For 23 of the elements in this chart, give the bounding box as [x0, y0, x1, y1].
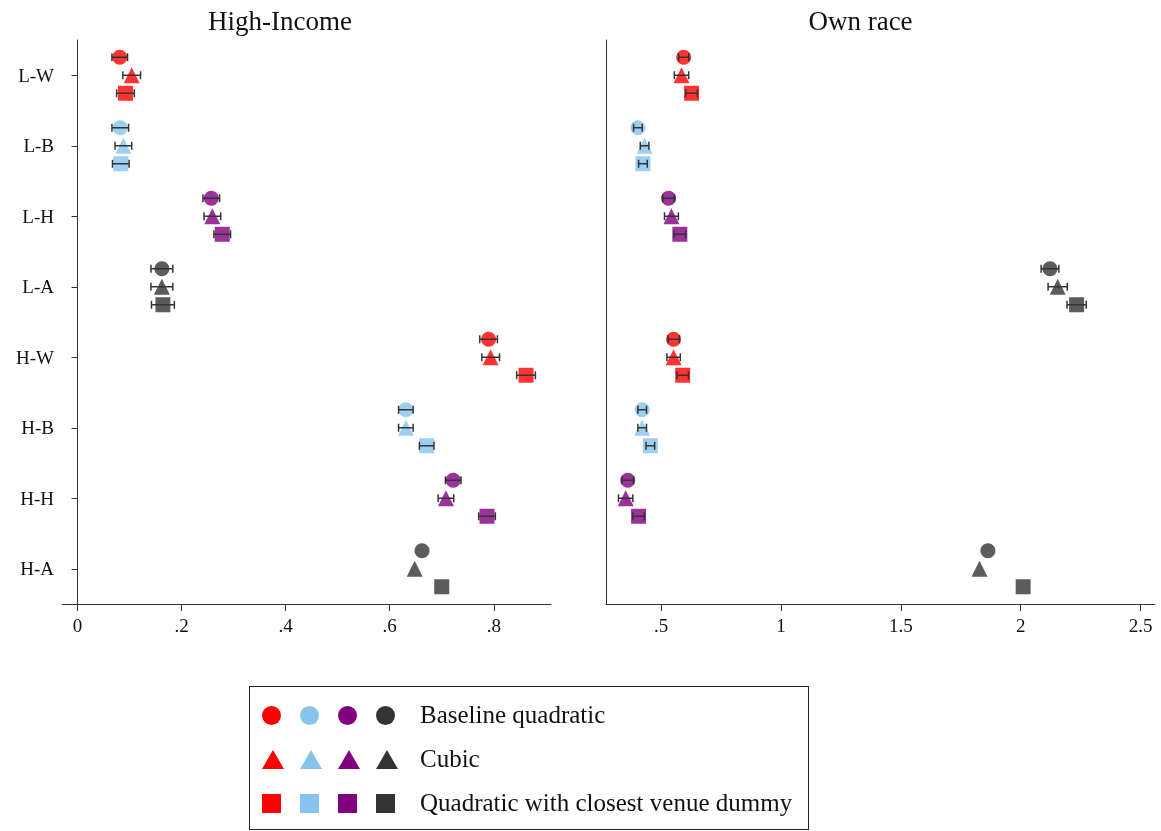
legend-label: Cubic [420, 745, 480, 773]
x-tick-label: 1 [776, 615, 786, 636]
y-tick-label: L-B [23, 135, 54, 157]
legend-label: Baseline quadratic [420, 701, 606, 729]
x-tick-label: .2 [174, 615, 189, 636]
x-tick-label: 0 [72, 615, 83, 636]
y-tick-label: H-B [21, 417, 54, 439]
y-tick-label: L-A [22, 276, 55, 298]
x-tick-label: .4 [278, 615, 294, 636]
x-tick-label: .6 [382, 615, 397, 636]
x-tick-label: 1.5 [889, 615, 913, 636]
x-tick-label: 2.5 [1128, 615, 1153, 636]
chart-title: High-Income [208, 5, 352, 36]
y-tick-label: L-H [22, 205, 55, 227]
x-tick-label: 2 [1016, 615, 1026, 636]
x-tick-label: .5 [654, 615, 669, 636]
chart-title: Own race [808, 5, 913, 36]
y-tick-label: H-H [20, 487, 55, 509]
x-tick-label: .8 [486, 615, 501, 636]
y-tick-label: H-A [20, 558, 55, 580]
y-tick-label: H-W [16, 346, 55, 368]
y-tick-label: L-W [18, 64, 55, 86]
legend-label: Quadratic with closest venue dummy [420, 789, 793, 817]
